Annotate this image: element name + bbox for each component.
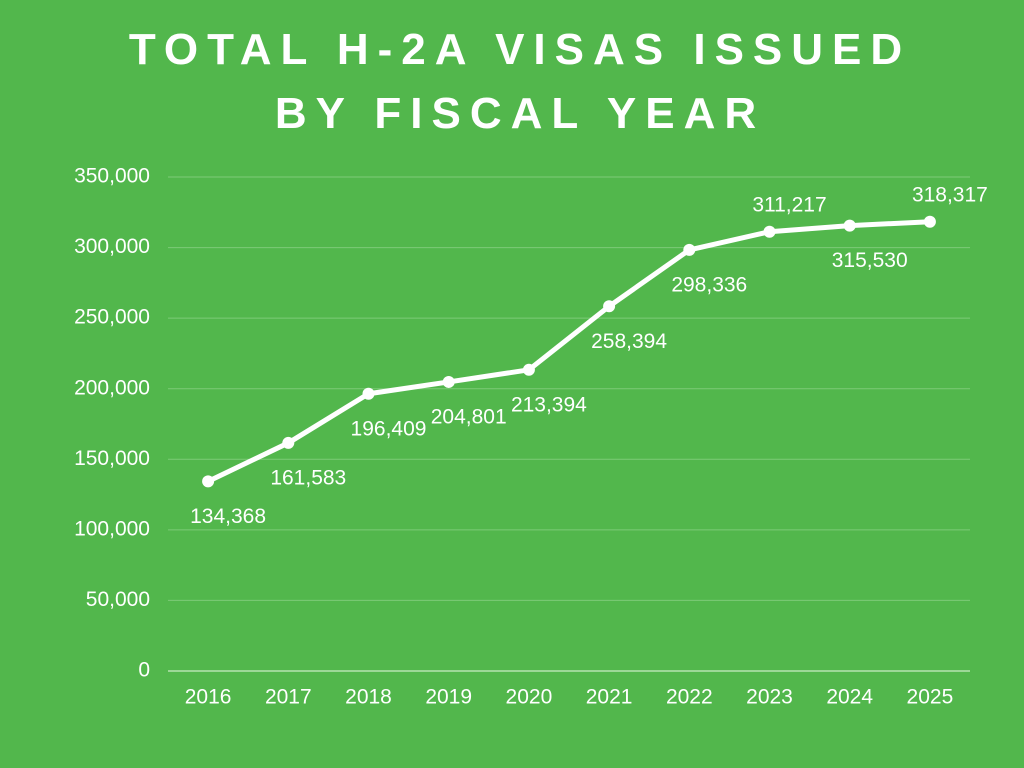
x-tick-label: 2022 xyxy=(666,686,713,709)
point xyxy=(522,363,535,376)
x-tick-label: 2021 xyxy=(586,686,633,709)
x-tick-label: 2024 xyxy=(826,686,873,709)
x-tick-label: 2017 xyxy=(265,686,312,709)
x-tick-label: 2025 xyxy=(907,686,954,709)
y-tick-label: 0 xyxy=(138,659,150,682)
point xyxy=(202,475,215,488)
y-tick-label: 50,000 xyxy=(86,588,150,611)
x-tick-label: 2019 xyxy=(425,686,472,709)
y-tick-label: 250,000 xyxy=(74,306,150,329)
chart-title: TOTAL H-2A VISAS ISSUED BY FISCAL YEAR xyxy=(128,25,912,138)
y-tick-label: 200,000 xyxy=(74,376,150,399)
point xyxy=(843,219,856,232)
point xyxy=(603,300,616,313)
data-label: 213,394 xyxy=(511,393,587,416)
point xyxy=(442,375,455,388)
data-label: 315,530 xyxy=(832,249,908,272)
data-label: 134,368 xyxy=(190,505,266,528)
data-label: 311,217 xyxy=(752,193,826,216)
data-label: 258,394 xyxy=(591,330,667,353)
x-tick-label: 2023 xyxy=(746,686,793,709)
y-tick-label: 100,000 xyxy=(74,517,150,540)
data-label: 298,336 xyxy=(671,273,747,296)
data-label: 196,409 xyxy=(351,417,427,440)
data-label: 318,317 xyxy=(912,183,988,206)
line xyxy=(207,219,931,484)
x-tick-label: 2016 xyxy=(185,686,232,709)
x-tick-label: 2020 xyxy=(506,686,553,709)
x-tick-label: 2018 xyxy=(345,686,392,709)
point xyxy=(923,215,936,228)
data-label: 161,583 xyxy=(270,466,346,489)
point xyxy=(282,436,295,449)
point xyxy=(763,225,776,238)
y-tick-label: 300,000 xyxy=(74,235,150,258)
point xyxy=(362,387,375,400)
point xyxy=(683,243,696,256)
data-label: 204,801 xyxy=(431,405,507,428)
y-tick-label: 150,000 xyxy=(74,447,150,470)
y-tick-label: 350,000 xyxy=(74,165,150,188)
